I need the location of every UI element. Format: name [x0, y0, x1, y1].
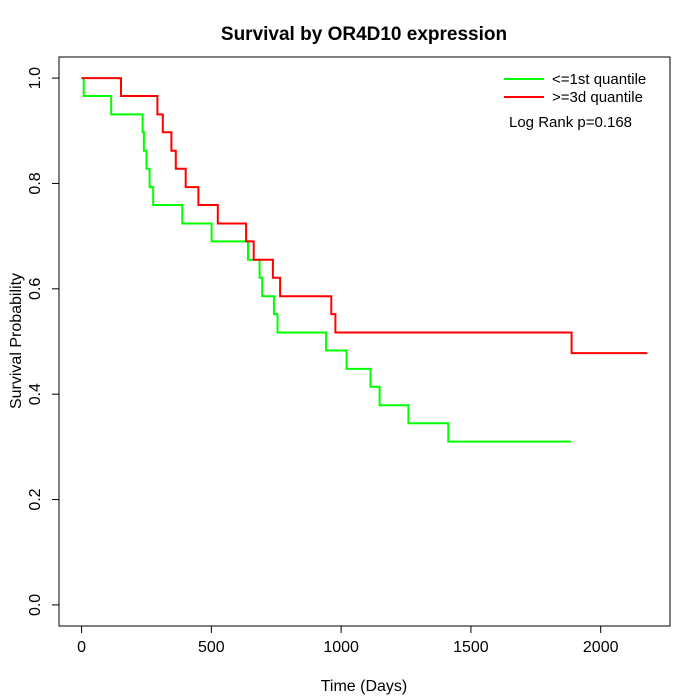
x-axis-label: Time (Days) — [321, 678, 408, 695]
x-tick-label: 2000 — [583, 639, 619, 656]
y-axis-ticks: 0.0 0.2 0.4 0.6 0.8 1.0 — [27, 67, 59, 616]
survival-curve — [81, 77, 648, 355]
survival-curves — [81, 77, 648, 443]
y-tick-label: 1.0 — [27, 67, 44, 89]
x-tick-label: 0 — [77, 639, 86, 656]
x-tick-label: 1000 — [323, 639, 359, 656]
x-tick-label: 1500 — [453, 639, 489, 656]
legend-label-third-quantile: >=3d quantile — [552, 89, 643, 106]
y-tick-label: 0.4 — [27, 383, 44, 405]
survival-curve — [81, 77, 572, 443]
x-tick-label: 500 — [198, 639, 225, 656]
legend: <=1st quantile >=3d quantile Log Rank p=… — [504, 71, 646, 131]
y-tick-label: 0.2 — [27, 488, 44, 510]
y-tick-label: 0.8 — [27, 172, 44, 194]
y-tick-label: 0.6 — [27, 278, 44, 300]
y-tick-label: 0.0 — [27, 594, 44, 616]
plot-box — [58, 56, 671, 627]
x-axis-ticks: 0 500 1000 1500 2000 — [77, 626, 619, 656]
logrank-annotation: Log Rank p=0.168 — [509, 114, 632, 131]
legend-label-first-quantile: <=1st quantile — [552, 71, 646, 88]
chart-title: Survival by OR4D10 expression — [221, 24, 507, 45]
y-axis-label: Survival Probability — [8, 273, 25, 409]
